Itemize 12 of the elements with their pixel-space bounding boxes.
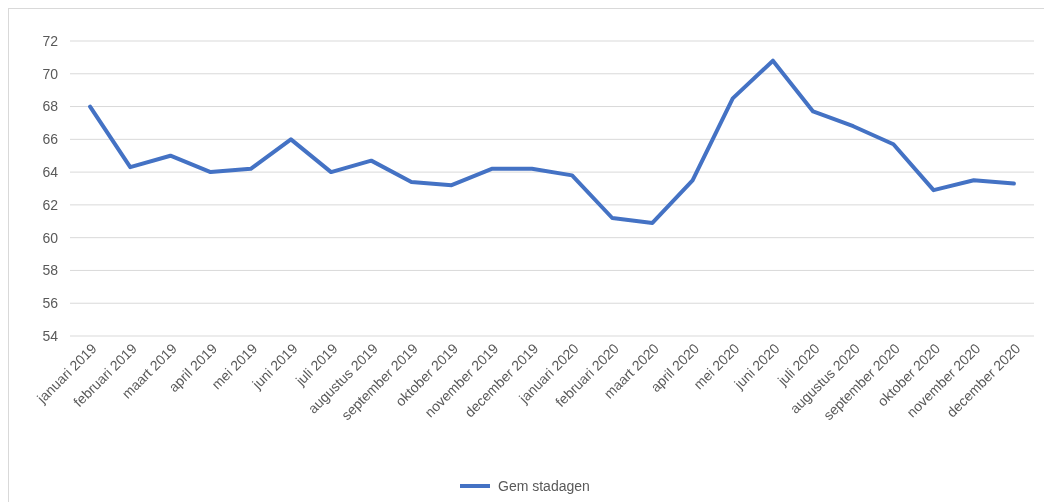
line-series <box>88 58 1016 225</box>
y-tick-label: 68 <box>42 98 59 115</box>
y-tick-label: 70 <box>42 65 59 82</box>
y-tick-label: 54 <box>42 327 59 344</box>
y-tick-label: 64 <box>42 164 59 181</box>
y-tick-label: 56 <box>42 295 59 312</box>
y-tick-label: 60 <box>42 229 59 246</box>
y-tick-label: 72 <box>42 32 59 49</box>
y-tick-label: 62 <box>42 196 59 213</box>
y-tick-label: 58 <box>42 262 59 279</box>
y-tick-label: 66 <box>42 131 59 148</box>
legend-label: Gem stadagen <box>498 477 590 494</box>
